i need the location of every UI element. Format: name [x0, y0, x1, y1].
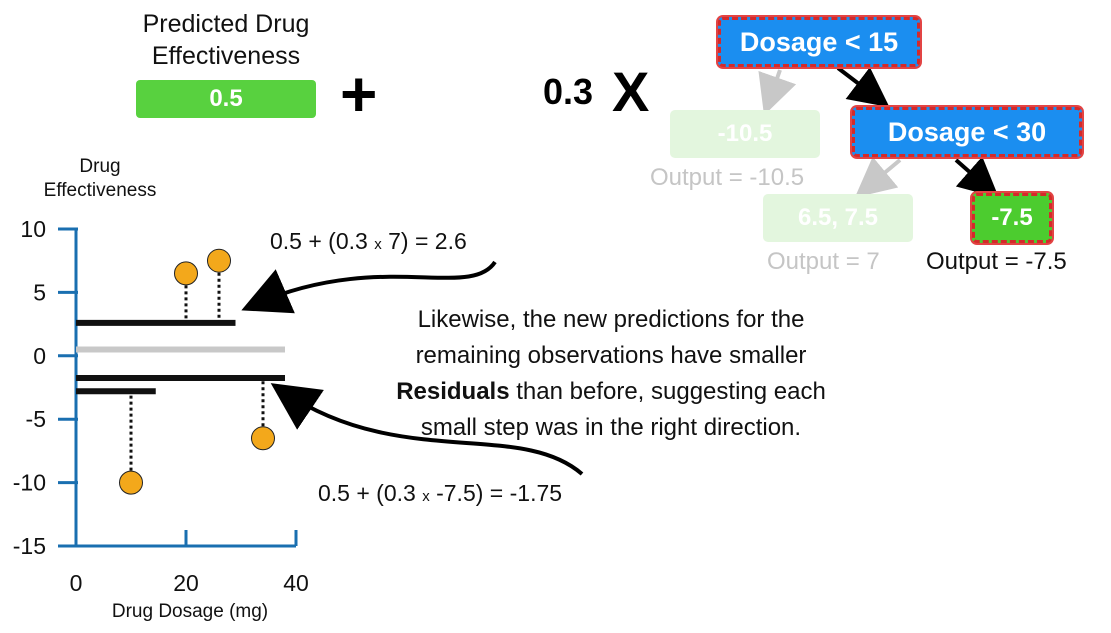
arrow-to-upper-prediction: [241, 260, 497, 314]
y-axis-label-line-1: Drug: [79, 156, 121, 177]
note-line-4: small step was in the right direction.: [420, 414, 802, 441]
data-point: [251, 426, 275, 451]
note-line-3: Residuals than before, suggesting each: [316, 374, 906, 410]
x-axis-label: Drug Dosage (mg): [111, 601, 269, 622]
title-line-2: Effectiveness: [151, 42, 301, 70]
plus-sign: +: [340, 58, 378, 130]
y-axis-label-line-2: Effectiveness: [43, 180, 157, 201]
edge-root-right: [836, 66, 890, 108]
data-point: [174, 261, 198, 286]
explanation-note: Likewise, the new predictions for the re…: [316, 302, 906, 446]
note-bold-residuals: Residuals: [396, 378, 510, 405]
data-point: [207, 248, 231, 273]
leaf-left-output: Output = -10.5: [650, 164, 805, 191]
equation-lower-part-a: 0.5 + (0.3: [318, 480, 416, 506]
note-line-2: remaining observations have smaller: [415, 342, 807, 369]
leaf-right-output: Output = -7.5: [926, 248, 1067, 275]
y-tick-label: 5: [33, 279, 46, 305]
equation-lower: 0.5 + (0.3 x -7.5) = -1.75: [318, 480, 562, 507]
equation-lower-part-b: -7.5) = -1.75: [436, 480, 563, 506]
edge-root-left: [758, 69, 797, 116]
y-axis-label: Drug Effectiveness: [30, 155, 170, 203]
root-split-node: Dosage < 15: [718, 17, 920, 67]
equation-lower-times: x: [422, 488, 430, 505]
data-point: [119, 470, 143, 495]
x-tick-label: 0: [70, 570, 83, 596]
arrow-to-lower-prediction: [270, 383, 584, 476]
leaf-middle-output: Output = 7: [767, 248, 880, 275]
leaf-left-node: -10.5: [670, 110, 820, 158]
y-tick-label: -5: [26, 406, 46, 432]
equation-upper-part-b: 7) = 2.6: [388, 228, 467, 254]
leaf-middle-node: 6.5, 7.5: [763, 194, 913, 242]
y-tick-label: -10: [13, 470, 46, 496]
equation-upper-times: x: [374, 236, 382, 253]
initial-prediction-box: 0.5: [136, 80, 316, 118]
y-tick-label: -15: [13, 533, 46, 559]
leaf-right-node: -7.5: [972, 193, 1052, 243]
learning-rate: 0.3: [543, 71, 594, 112]
equation-upper-part-a: 0.5 + (0.3: [270, 228, 368, 254]
note-line-3-rest: than before, suggesting each: [509, 378, 826, 405]
predicted-effectiveness-title: Predicted Drug Effectiveness: [96, 8, 356, 72]
note-line-1: Likewise, the new predictions for the: [417, 306, 805, 333]
x-tick-label: 20: [173, 570, 199, 596]
multiply-sign: X: [612, 60, 650, 123]
title-line-1: Predicted Drug: [142, 10, 310, 38]
inner-split-node: Dosage < 30: [852, 107, 1082, 157]
y-tick-label: 10: [20, 216, 46, 242]
edge-inner-left: [854, 156, 902, 198]
x-tick-label: 40: [283, 570, 309, 596]
edge-inner-right: [954, 156, 999, 198]
equation-upper: 0.5 + (0.3 x 7) = 2.6: [270, 228, 467, 255]
y-tick-label: 0: [33, 343, 46, 369]
